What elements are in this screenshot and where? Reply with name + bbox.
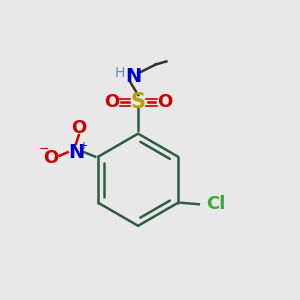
Text: H: H: [114, 66, 124, 80]
Text: N: N: [68, 143, 84, 162]
Text: O: O: [43, 149, 58, 167]
Text: O: O: [104, 93, 120, 111]
Text: O: O: [71, 119, 86, 137]
Text: +: +: [80, 141, 87, 151]
Text: S: S: [130, 92, 146, 112]
Text: −: −: [39, 143, 50, 156]
Text: Cl: Cl: [206, 195, 226, 213]
Text: N: N: [125, 67, 142, 86]
Text: O: O: [157, 93, 172, 111]
